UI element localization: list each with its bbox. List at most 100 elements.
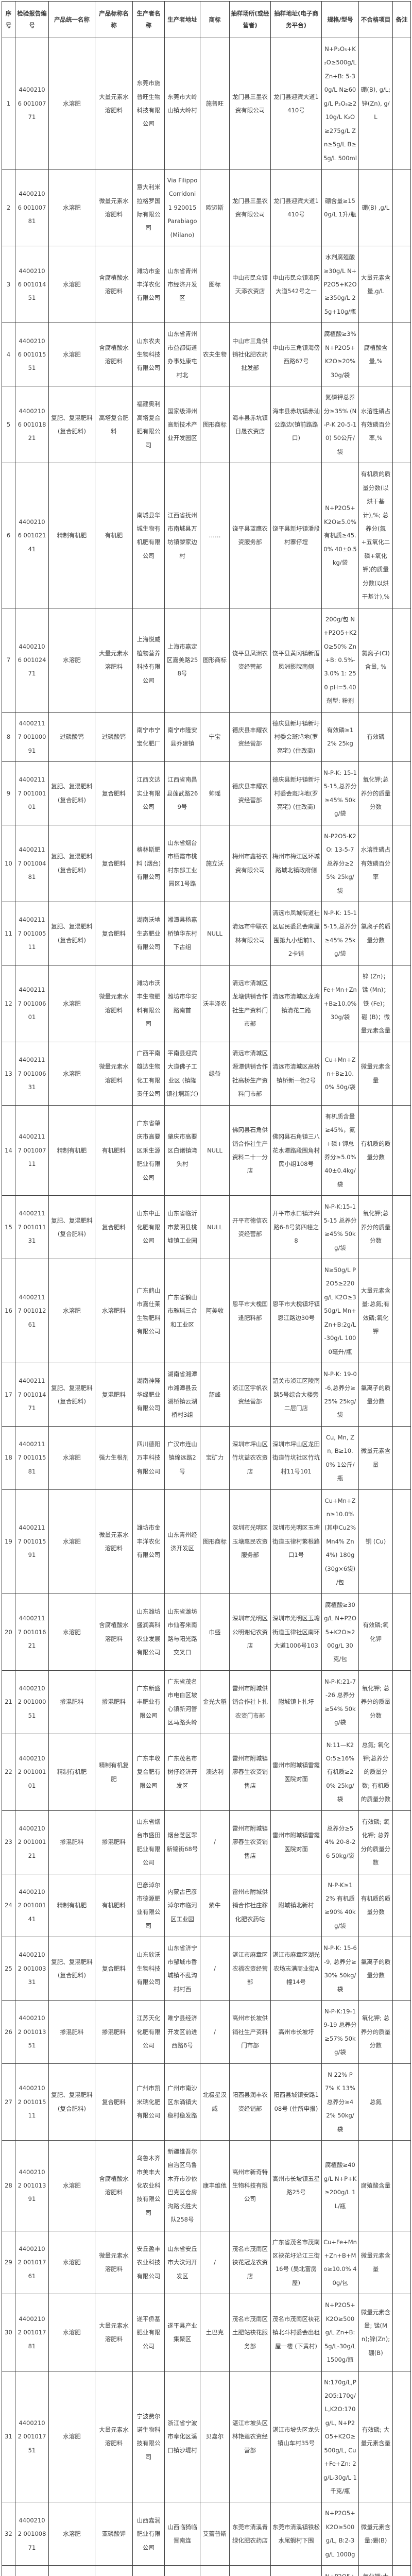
cell-sampling_place: 饶平县凤洲农资经营部 [229,607,271,713]
cell-brand: 帅瑶 [200,761,230,825]
cell-generic_name: 水溶肥 [48,964,95,1042]
cell-sampling_address: 龙门县迎宾大道1410号 [270,168,322,247]
cell-spec: 有机质含量≥45%，氮+磷+钾总养分≥5.0% 40±0.4kg/袋 [321,1105,359,1196]
cell-label_name: 复合肥料 [95,2063,133,2141]
cell-sampling_address: 广东省茂名市茂南区袂花圩沿江三街16号 (吴北富房屋) [270,2230,322,2295]
cell-generic_name: 水溶肥 [48,2294,95,2371]
cell-sampling_address: 雷州市附城镇雷霞医院对面 [270,1810,322,1874]
cell-report_no: 44002102 00100051 [15,1670,49,1734]
cell-remark [392,1873,411,1938]
cell-generic_name: 过磷酸钙 [48,711,95,762]
cell-generic_name: 水溶肥 [48,1258,95,1364]
cell-producer: 巴彦淖尔市德源肥业有限公司 [132,1873,165,1938]
cell-sampling_address: 茂名市茂南区袂花镇北斗村委会出租屋一楼 (下黄村) [270,2294,322,2371]
cell-generic_name: 复肥、复混肥料(复合肥料) [48,386,95,464]
cell-spec: N-P-K: 15-15-15,总养分≥45% 50kg/袋 [321,761,359,825]
cell-sampling_address: 德庆县新圩镇新圩村委会斑鸠地(罗亮宅) (住改商) [270,761,322,825]
cell-failed_items: 水溶性磷占有效磷百分率 [358,824,393,902]
cell-generic_name: 复肥、复混肥料(复合肥料) [48,1195,95,1259]
cell-producer_address: 湘潭县杨嘉桥镇华东村下古组 [164,901,200,965]
cell-report_no: 44002117 00100481 [15,824,49,902]
cell-sampling_place: 德庆县丰耀农资经营部 [229,761,271,825]
cell-generic_name: 精制有机肥 [48,463,95,608]
cell-remark [392,386,411,464]
table-row: 27 44002102 00101511 复肥、复混肥料(复合肥料) 复合肥料 广州市凯… [2,2063,411,2141]
cell-remark [392,246,411,324]
cell-producer_address: 山东省济宁市邹城市香城镇不乱沟村村西 [164,1937,200,2001]
table-row: 24 44002102 00100141 精制有机肥 有机肥料 巴彦淖尔市德源肥业有限公… [2,1873,411,1938]
cell-producer_address: 山东省临沂市蒙阴县桃墟镇工业园 [164,1195,200,1259]
cell-producer: 湖南沃地生态肥业有限公司 [132,901,165,965]
cell-failed_items: 有效磷; 大量元素含量 [358,2370,393,2503]
cell-report_no: 44002102 00101351 [15,2000,49,2064]
cell-no: 16 [2,1258,15,1364]
cell-report_no: 44002106 00102471 [15,607,49,713]
cell-producer_address: 平南县迎宾大道佛子工业区 (镇隆镇社垌新兴) [164,1041,200,1106]
cell-spec: N-P-K: 15-15-15,总养分≥45% 25kg/袋 [321,901,359,965]
cell-failed_items: 有机质的质量分数(以烘干基计),%; 总养分(氮+五氧化二磷+氧化钾)的质量分数… [358,463,393,608]
cell-sampling_place: 清远市清城区源潭供销合作社高桥生产资料门市部 [229,1041,271,1106]
cell-producer: 项城市绿之源肥业有限公司 [132,2565,165,2576]
cell-sampling_place: 清远市清城区龙塘供销合作社生产资料门市部 [229,964,271,1042]
cell-producer: 上海悦威植物营养科技有限公司 [132,607,165,713]
cell-generic_name: 水溶肥 [48,1593,95,1671]
cell-sampling_address: 深圳市光明区玉塘街道玉律社区南环大道1006号103 [270,1593,322,1671]
cell-label_name: 掺混肥料 [95,2000,133,2064]
cell-producer: 广东鹤山市嘉仕莱生物肥料有限公司 [132,1258,165,1364]
cell-brand: NULL [200,1105,230,1196]
column-header-sampling_place: 抽样场所(或经营者) [229,1,271,38]
cell-sampling_address: 附城镇卜扎圩 [270,1670,322,1734]
cell-producer: 广东丰收复合肥有限公司 [132,1733,165,1811]
cell-sampling_place: 茂名市茂南区袂花冠龙农资店 [229,2230,271,2295]
table-row: 31 44002102 00101751 水溶肥 大量元素水溶肥料 宁波费尔诺生物科技有… [2,2370,411,2503]
cell-spec: Cu+Mn+Zn≥10.0% (其中Cu2% Mn4% Zn4%) 180g (… [321,1489,359,1594]
cell-sampling_address: 恩平市大槐镇圩镇恩江路边30号 [270,1258,322,1364]
cell-brand: 宁宝 [200,711,230,762]
cell-remark [392,323,411,387]
cell-spec: N-P-K:15-15-15 总养分≥45% 50kg/袋 [321,1195,359,1259]
cell-sampling_place: 佛冈县石角供销合作社生产资料二十一分店 [229,1105,271,1196]
cell-no: 13 [2,1041,15,1106]
cell-no: 22 [2,1733,15,1811]
cell-failed_items: 总氮 [358,2063,393,2141]
cell-spec: N+P2O5+K2O≥500g/L Zn+B:5g/L-30g/L 1500g/… [321,2294,359,2371]
cell-sampling_address: 深圳市坪山区龙田街道竹坑社区竹坑村11号101 [270,1426,322,1490]
cell-label_name: 复混肥料 [95,1363,133,1427]
cell-label_name: 含腐植酸水溶肥料 [95,246,133,324]
cell-producer: 格林斯肥料 (烟台) 有限公司 [132,824,165,902]
cell-report_no: 44002117 00101581 [15,1426,49,1490]
cell-report_no: 44002102 00100931 [15,2565,49,2576]
cell-sampling_address: 韶关市浈江区陵南路5号综合大楼旁二层门店 [270,1363,322,1427]
cell-brand: 图形商标 [200,607,230,713]
cell-failed_items: 腐殖酸含量 [358,2140,393,2231]
table-row: 13 44002117 00100631 水溶肥 微量元素水溶肥料 广西平南雄达生物化工… [2,1041,411,1106]
cell-no: 6 [2,463,15,608]
cell-remark [392,463,411,608]
cell-sampling_place: 深圳市光明区公明谢记农资店 [229,1593,271,1671]
cell-report_no: 44002102 00100101 [15,1733,49,1811]
cell-brand: 宝矿力 [200,1426,230,1490]
cell-producer: 广西平南雄达生物化工有限责任公司 [132,1041,165,1106]
cell-sampling_address: 中山市三角镇海傍西路67号 [270,323,322,387]
cell-sampling_address: 广东省东莞市塘厦镇塘龙东路67号104室 [270,2565,322,2576]
cell-producer_address: 广东茂名市树仔经济开发区 [164,1733,200,1811]
cell-spec: 氮磷钾总养分≥35% (N-P-K 20-5-10) 50公斤/袋 [321,386,359,464]
cell-label_name: 微量元素水溶肥料 [95,1041,133,1106]
cell-no: 23 [2,1810,15,1874]
cell-brand: 施立沃 [200,824,230,902]
cell-generic_name: 复肥、复混肥料(复合肥料) [48,1363,95,1427]
cell-producer: 南宁市宁宝化肥厂 [132,711,165,762]
cell-report_no: 44002117 00101261 [15,1258,49,1364]
cell-label_name: 大量元素水溶肥料 [95,2565,133,2576]
cell-spec: N+P₂O₅+K₂O≥500g/L Zn+B: 5-30g/L N≥60g/L … [321,38,359,170]
table-row: 17 44002117 00101471 复肥、复混肥料(复合肥料) 复混肥料 湖南神隆… [2,1363,411,1427]
cell-brand: 阿美收 [200,1258,230,1364]
table-row: 28 44002102 00101391 水溶肥 含腐植酸水溶肥料 乌鲁木齐市美丰大化农… [2,2140,411,2231]
cell-label_name: 复合肥料 [95,901,133,965]
cell-failed_items: 氯离子(Cl)含量, % [358,607,393,713]
cell-spec: N:11—K2O:5≥16% 有机质≥20% 25kg/袋 [321,1733,359,1811]
cell-report_no: 44002117 00100511 [15,901,49,965]
cell-remark [392,38,411,170]
cell-remark [392,1733,411,1811]
